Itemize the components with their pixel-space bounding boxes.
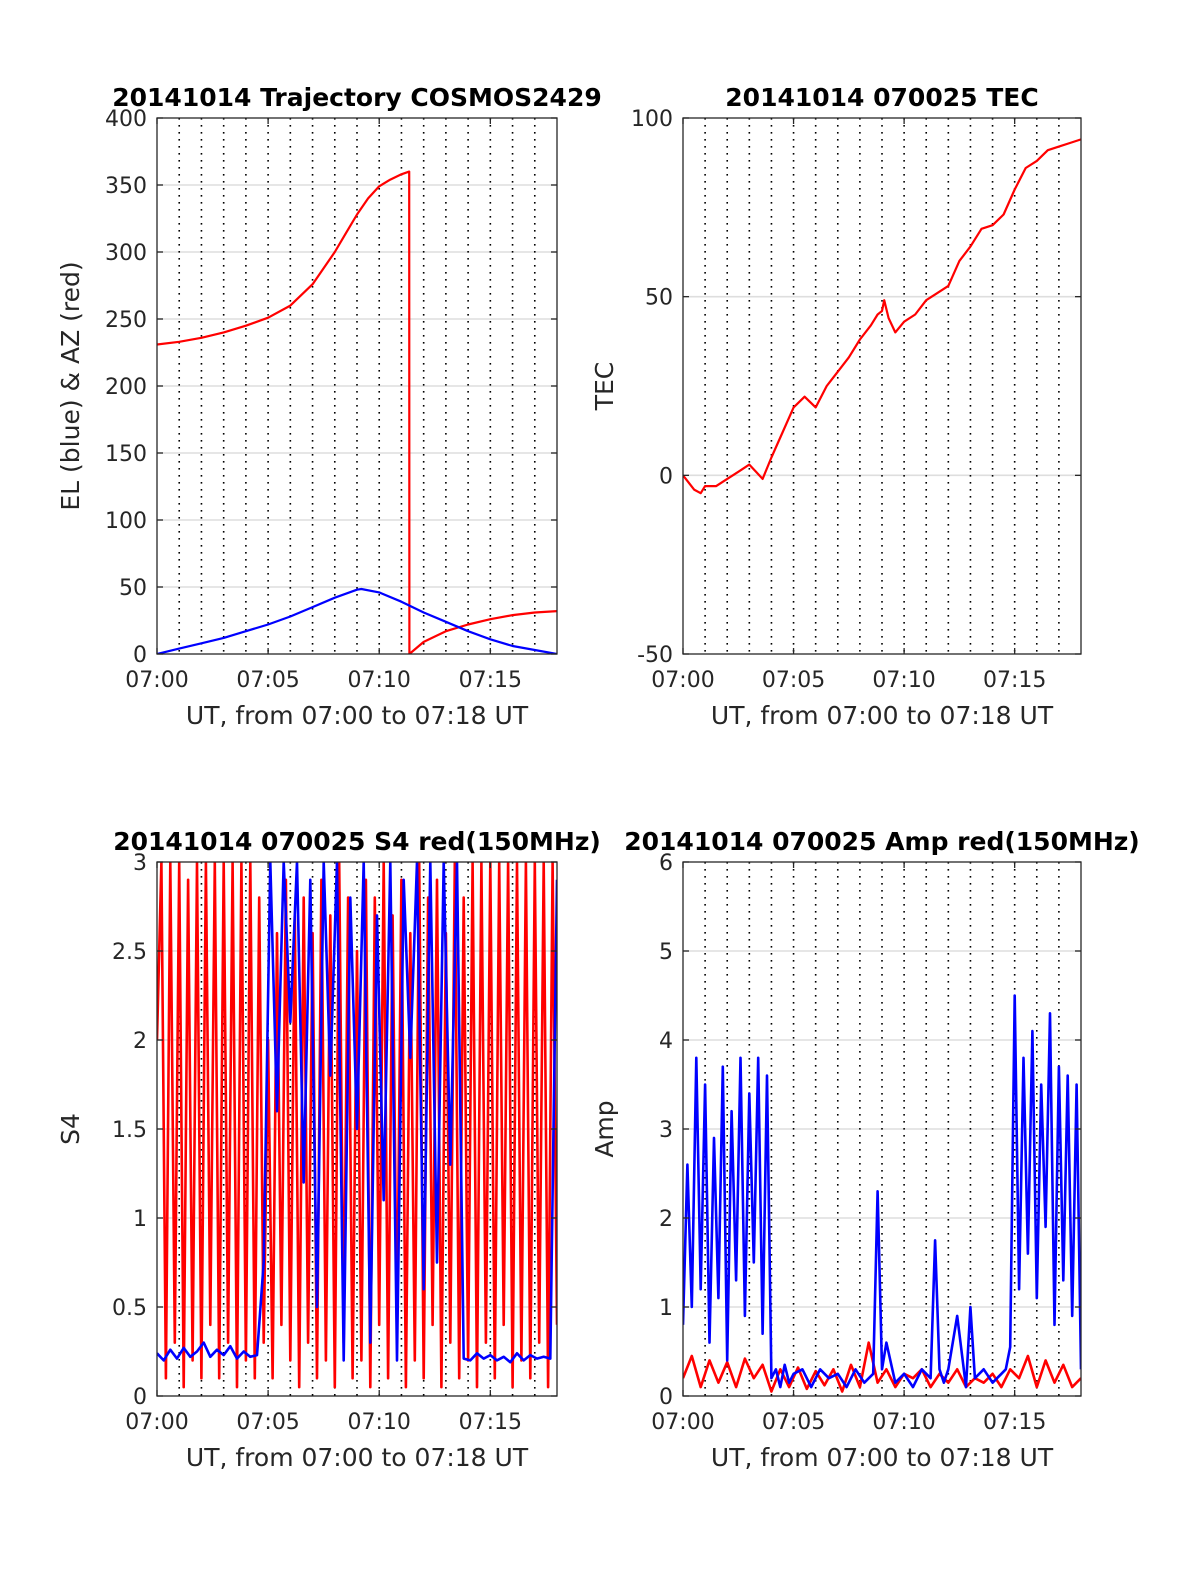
y-axis-label: TEC [590,362,619,412]
y-tick-label: 300 [105,241,147,266]
x-tick-label: 07:10 [872,668,935,693]
x-tick-label: 07:10 [348,1410,411,1435]
y-tick-label: 4 [659,1029,673,1054]
y-tick-label: -50 [637,643,673,668]
y-tick-label: 0 [133,643,147,668]
series-line-red [683,138,1081,495]
chart-title: 20141014 Trajectory COSMOS2429 [112,83,602,112]
y-tick-label: 50 [119,576,147,601]
x-tick-label: 07:05 [762,668,825,693]
chart-panel-2: 07:00 07:05 07:10 07:15 -50 0 50 100 20141014 07… [590,83,1082,730]
y-axis-label: S4 [56,1113,85,1145]
y-axis-label: Amp [590,1100,619,1157]
y-tick-label: 1 [659,1296,673,1321]
y-tick-label: 100 [105,509,147,534]
y-tick-label: 5 [659,940,673,965]
series-line-blue [157,587,557,654]
x-tick-label: 07:15 [983,668,1046,693]
y-axis-label: EL (blue) & AZ (red) [56,261,85,510]
chart-title: 20141014 070025 S4 red(150MHz) [113,827,601,856]
y-tick-label: 200 [105,375,147,400]
series-line-red [157,862,557,1389]
x-tick-label: 07:10 [872,1410,935,1435]
y-tick-label: 2 [659,1207,673,1232]
y-tick-label: 100 [631,107,673,132]
y-tick-label: 0 [659,1385,673,1410]
x-axis-label: UT, from 07:00 to 07:18 UT [711,1443,1054,1472]
y-tick-label: 350 [105,174,147,199]
y-tick-label: 0 [659,464,673,489]
y-tick-label: 250 [105,308,147,333]
x-tick-label: 07:15 [459,1410,522,1435]
x-tick-label: 07:05 [236,668,299,693]
x-tick-label: 07:00 [125,1410,188,1435]
chart-title: 20141014 070025 Amp red(150MHz) [624,827,1140,856]
y-tick-label: 2 [133,1029,147,1054]
axes-frame [682,117,1082,655]
x-axis-label: UT, from 07:00 to 07:18 UT [186,1443,529,1472]
x-tick-label: 07:10 [348,668,411,693]
x-tick-label: 07:00 [651,668,714,693]
series-line-blue [157,862,557,1364]
chart-title: 20141014 070025 TEC [725,83,1038,112]
series-line-blue [683,994,1081,1389]
x-tick-label: 07:15 [983,1410,1046,1435]
x-tick-label: 07:15 [459,668,522,693]
x-axis-label: UT, from 07:00 to 07:18 UT [711,701,1054,730]
y-tick-label: 1.5 [112,1118,147,1143]
y-tick-label: 50 [645,286,673,311]
y-tick-label: 3 [133,851,147,876]
y-tick-label: 2.5 [112,940,147,965]
y-tick-label: 3 [659,1118,673,1143]
y-tick-label: 1 [133,1207,147,1232]
x-tick-label: 07:00 [125,668,188,693]
series-line-red [683,1341,1081,1393]
chart-panel-1: 07:00 07:05 07:10 07:15 0 50 100 150 200 250 300 35… [56,83,602,730]
y-tick-label: 150 [105,442,147,467]
x-tick-label: 07:05 [236,1410,299,1435]
x-axis-label: UT, from 07:00 to 07:18 UT [186,701,529,730]
x-tick-label: 07:00 [651,1410,714,1435]
y-tick-label: 0 [133,1385,147,1410]
x-tick-label: 07:05 [762,1410,825,1435]
y-tick-label: 6 [659,851,673,876]
y-tick-label: 400 [105,107,147,132]
series-line-red [157,170,557,654]
y-tick-label: 0.5 [112,1296,147,1321]
chart-panel-3: 07:00 07:05 07:10 07:15 0 0.5 1 1.5 2 2.5 32014101… [56,827,601,1472]
